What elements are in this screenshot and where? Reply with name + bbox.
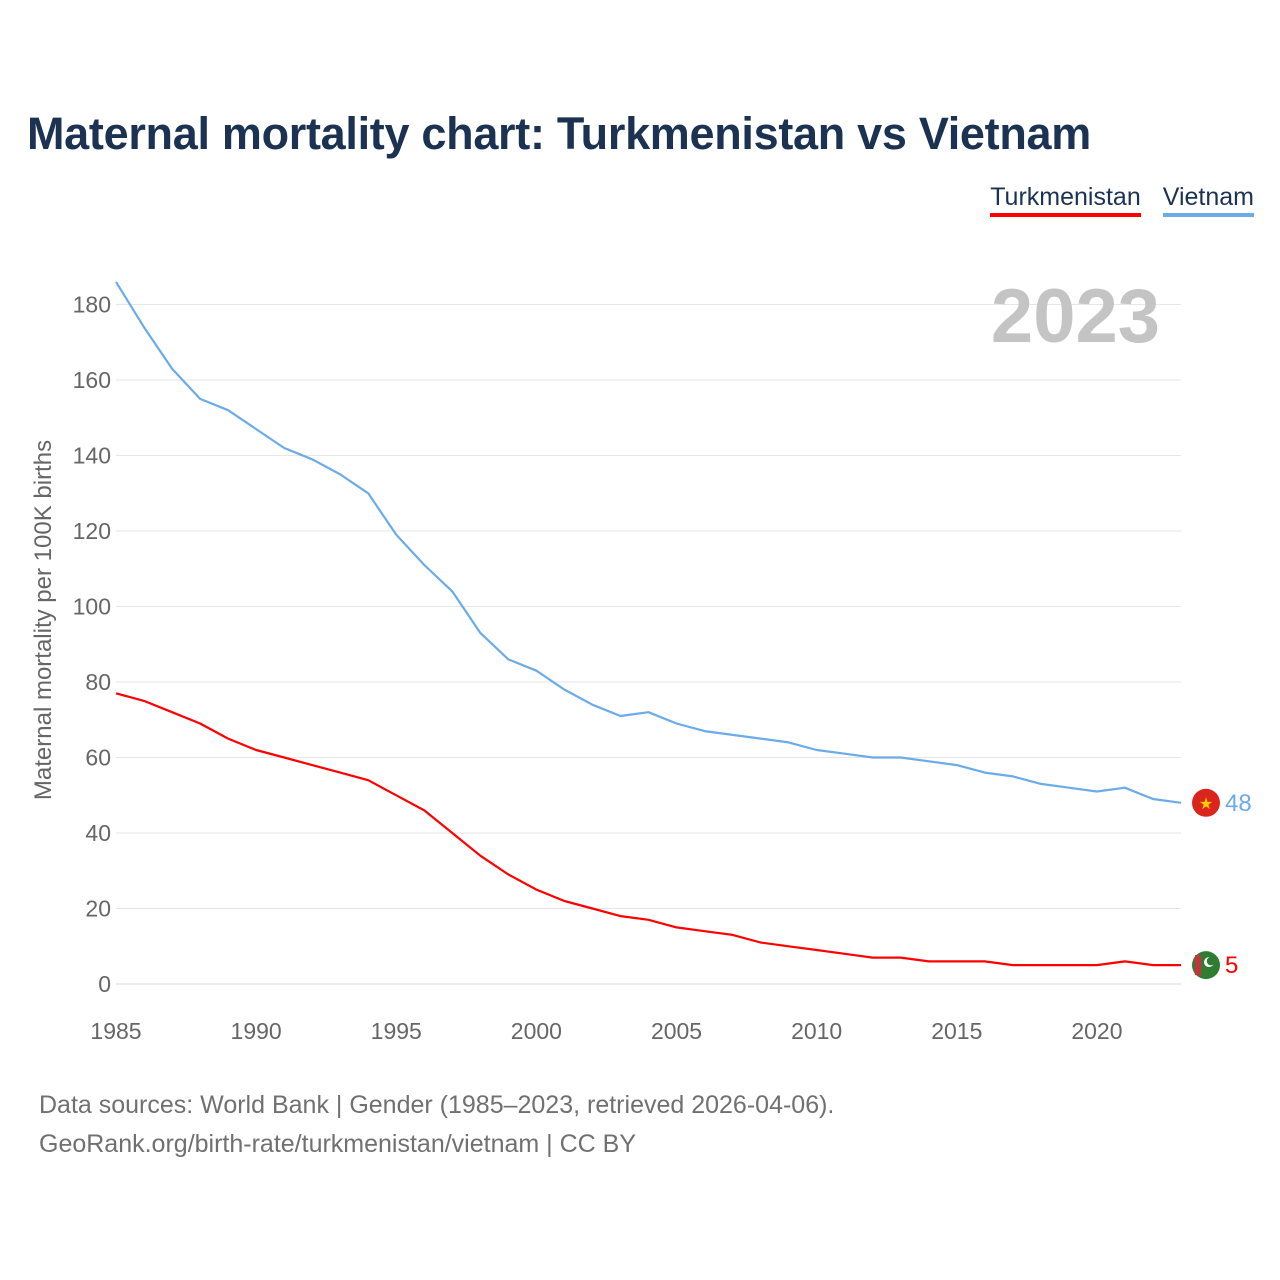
flag-star: ★ [1199, 794, 1213, 813]
year-label: 2023 [991, 274, 1160, 359]
flag-circle [1192, 788, 1220, 817]
y-tick-label: 120 [73, 518, 111, 544]
flag-crescent-cut [1206, 956, 1216, 966]
chart-title: Maternal mortality chart: Turkmenistan v… [27, 108, 1091, 159]
y-tick-label: 60 [85, 745, 111, 771]
series-line-turkmenistan [115, 692, 1181, 967]
gridlines [116, 304, 1181, 985]
y-tick-label: 0 [98, 971, 111, 997]
x-tick-label: 2000 [511, 1018, 562, 1044]
y-tick-label: 40 [85, 820, 111, 846]
y-tick-label: 160 [73, 367, 111, 393]
series-lines [115, 281, 1182, 967]
x-tick-label: 1990 [231, 1018, 282, 1044]
turkmenistan-flag-icon [1192, 951, 1220, 980]
legend-item-vietnam[interactable]: Vietnam [1162, 183, 1254, 217]
y-axis-ticks: 0 20 40 60 80 100 120 140 160 180 [73, 292, 111, 997]
y-axis-label: Maternal mortality per 100K births [30, 440, 57, 800]
end-value-turkmenistan: 5 [1225, 952, 1238, 979]
y-tick-label: 100 [73, 594, 111, 620]
y-tick-label: 20 [85, 896, 111, 922]
y-tick-label: 180 [73, 292, 111, 318]
source-line: Data sources: World Bank | Gender (1985–… [39, 1091, 835, 1119]
source-note: Data sources: World Bank | Gender (1985–… [39, 1086, 834, 1164]
x-tick-label: 2005 [651, 1018, 702, 1044]
y-tick-label: 140 [73, 443, 111, 469]
y-tick-label: 80 [85, 669, 111, 695]
x-tick-label: 2020 [1071, 1018, 1122, 1044]
x-tick-label: 2015 [931, 1018, 982, 1044]
end-markers: ★ 48 5 [1192, 788, 1252, 980]
end-value-vietnam: 48 [1225, 790, 1252, 817]
x-axis-ticks: 1985 1990 1995 2000 2005 2010 2015 2020 [90, 1018, 1122, 1044]
line-chart: 0 20 40 60 80 100 120 140 160 180 1985 1990 1995 200… [30, 274, 1252, 1044]
vietnam-flag-icon: ★ [1192, 788, 1220, 817]
legend: Turkmenistan Vietnam [990, 183, 1254, 217]
legend-item-turkmenistan[interactable]: Turkmenistan [990, 183, 1141, 217]
flag-stripe [1195, 955, 1201, 976]
x-tick-label: 1985 [90, 1018, 141, 1044]
x-tick-label: 2010 [791, 1018, 842, 1044]
series-line-vietnam [115, 281, 1182, 804]
x-tick-label: 1995 [371, 1018, 422, 1044]
source-url: GeoRank.org/birth-rate/turkmenistan/viet… [39, 1130, 637, 1158]
